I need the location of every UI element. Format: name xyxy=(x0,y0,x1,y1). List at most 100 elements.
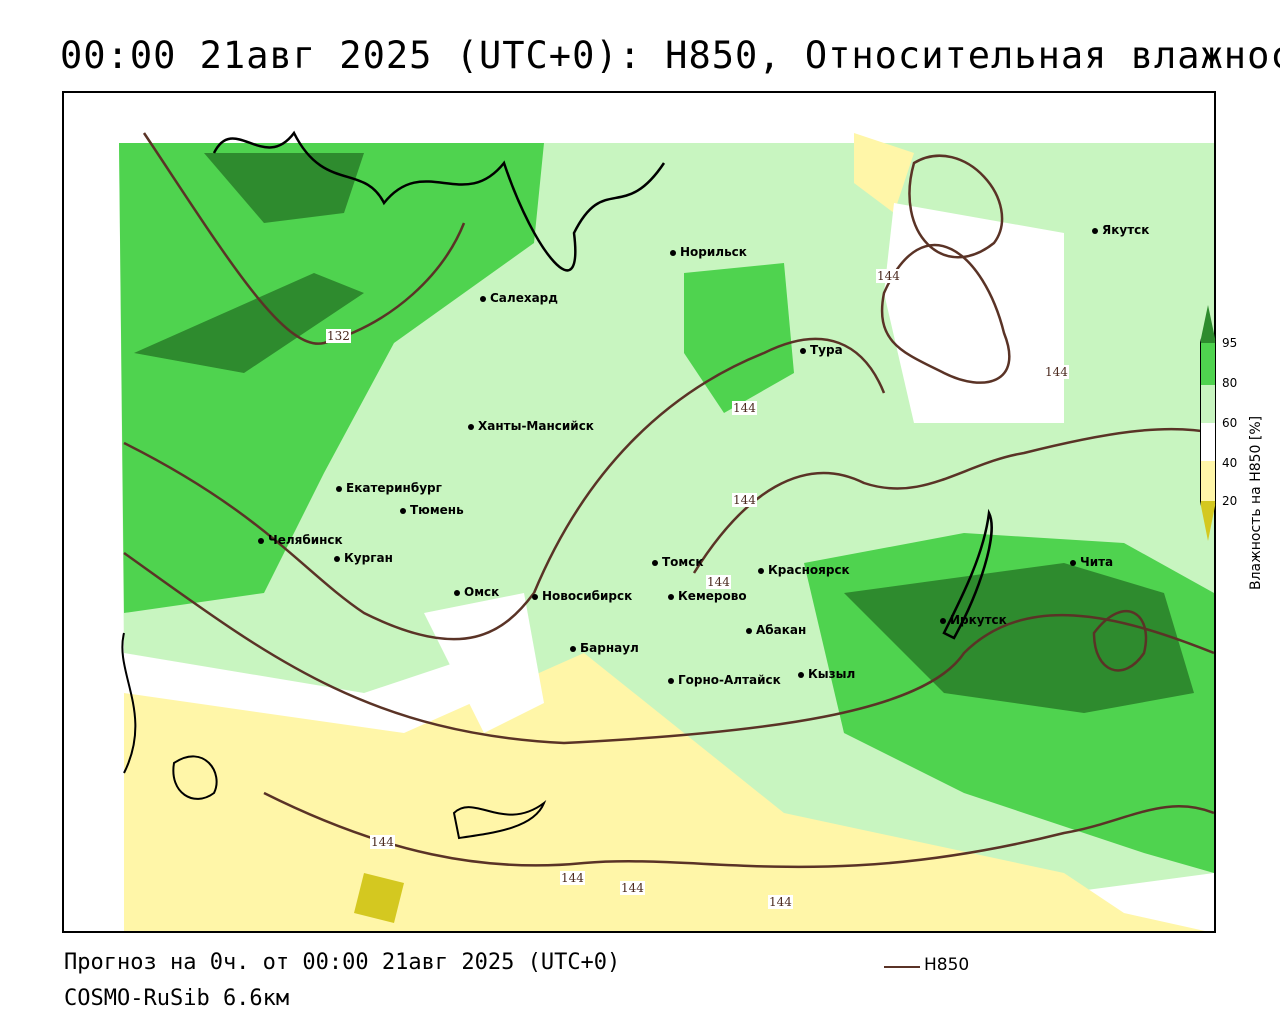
city-label: Красноярск xyxy=(758,563,850,577)
city-marker xyxy=(334,555,340,562)
coastline-north xyxy=(212,130,666,272)
city-name: Новосибирск xyxy=(542,589,633,603)
city-label: Тура xyxy=(800,343,843,357)
city-name: Омск xyxy=(464,585,500,599)
city-marker xyxy=(336,485,342,492)
city-label: Екатеринбург xyxy=(336,481,442,495)
city-label: Тюмень xyxy=(400,503,464,517)
colorbar-tick: 40 xyxy=(1222,456,1238,470)
contour-value-label: 144 xyxy=(876,269,901,283)
city-name: Норильск xyxy=(680,245,747,259)
city-name: Якутск xyxy=(1102,223,1150,237)
city-marker xyxy=(798,671,804,678)
colorbar-segment-low xyxy=(1200,501,1216,541)
city-name: Екатеринбург xyxy=(346,481,442,495)
h850-contour xyxy=(142,132,466,345)
colorbar-segment-40 xyxy=(1200,423,1216,461)
city-marker xyxy=(1070,559,1076,566)
city-label: Кемерово xyxy=(668,589,747,603)
h850-contour xyxy=(880,243,1011,384)
city-name: Челябинск xyxy=(268,533,343,547)
humidity-map xyxy=(119,130,1214,931)
colorbar-tick: 20 xyxy=(1222,494,1238,508)
city-marker xyxy=(800,347,806,354)
city-label: Новосибирск xyxy=(532,589,632,603)
city-name: Тюмень xyxy=(410,503,464,517)
city-marker xyxy=(468,423,474,430)
contour-value-label: 144 xyxy=(706,575,731,589)
city-marker xyxy=(668,677,674,684)
city-label: Норильск xyxy=(670,245,747,259)
contour-value-label: 144 xyxy=(732,493,757,507)
humidity-field-very-moist-north xyxy=(204,153,364,223)
city-marker xyxy=(1092,227,1098,234)
city-label: Иркутск xyxy=(940,613,1007,627)
city-name: Кызыл xyxy=(808,667,856,681)
city-label: Кызыл xyxy=(798,667,855,681)
city-marker xyxy=(758,567,764,574)
city-name: Салехард xyxy=(490,291,558,305)
h850-contour xyxy=(123,441,535,641)
city-name: Томск xyxy=(662,555,704,569)
humidity-field-very-moist-south xyxy=(844,563,1194,713)
humidity-field-moist-west xyxy=(119,143,544,613)
city-marker xyxy=(400,507,406,514)
city-label: Салехард xyxy=(480,291,558,305)
forecast-info: Прогноз на 0ч. от 00:00 21авг 2025 (UTC+… xyxy=(64,950,621,975)
city-marker xyxy=(668,593,674,600)
contour-value-label: 144 xyxy=(1044,365,1069,379)
humidity-field-very-dry xyxy=(354,873,404,923)
humidity-field-white-east xyxy=(884,203,1064,423)
city-marker xyxy=(480,295,486,302)
aral-sea xyxy=(172,755,218,800)
city-marker xyxy=(940,617,946,624)
humidity-field-white-south xyxy=(424,593,544,733)
city-name: Ханты-Мансийск xyxy=(478,419,594,433)
city-name: Тура xyxy=(810,343,843,357)
city-marker xyxy=(670,249,676,256)
city-label: Барнаул xyxy=(570,641,639,655)
contour-value-label: 144 xyxy=(370,835,395,849)
contour-value-label: 132 xyxy=(326,329,351,343)
city-name: Красноярск xyxy=(768,563,850,577)
city-marker xyxy=(258,537,264,544)
city-name: Иркутск xyxy=(950,613,1007,627)
city-label: Челябинск xyxy=(258,533,343,547)
colorbar-segment-60 xyxy=(1200,385,1216,423)
city-label: Чита xyxy=(1070,555,1113,569)
humidity-field-very-moist-band xyxy=(134,273,364,373)
contour-legend-label: H850 xyxy=(924,955,970,975)
city-name: Абакан xyxy=(756,623,807,637)
h850-contour xyxy=(1092,610,1148,672)
humidity-field-dry xyxy=(124,653,1205,931)
model-info: COSMO-RuSib 6.6км xyxy=(64,986,290,1011)
colorbar-tick: 95 xyxy=(1222,336,1238,350)
city-marker xyxy=(652,559,658,566)
baikal-lake xyxy=(942,508,993,640)
contour-value-label: 144 xyxy=(560,871,585,885)
humidity-colorbar xyxy=(1200,305,1216,545)
colorbar-tick: 80 xyxy=(1222,376,1238,390)
colorbar-title: Влажность на H850 [%] xyxy=(1248,415,1264,590)
city-marker xyxy=(532,593,538,600)
h850-contour xyxy=(263,791,1214,869)
h850-contour xyxy=(908,154,1004,259)
city-name: Кемерово xyxy=(678,589,747,603)
map-panel: 132 144 144 144 144 144 144 144 144 144 … xyxy=(62,91,1216,933)
city-marker xyxy=(570,645,576,652)
lake-balkhash xyxy=(452,800,547,840)
contour-value-label: 144 xyxy=(732,401,757,415)
h850-contour xyxy=(692,427,1214,574)
city-name: Горно-Алтайск xyxy=(678,673,781,687)
city-label: Абакан xyxy=(746,623,806,637)
city-name: Барнаул xyxy=(580,641,639,655)
contour-value-label: 144 xyxy=(768,895,793,909)
city-label: Омск xyxy=(454,585,499,599)
city-name: Курган xyxy=(344,551,393,565)
city-label: Горно-Алтайск xyxy=(668,673,781,687)
colorbar-segment-95 xyxy=(1200,305,1216,343)
city-marker xyxy=(454,589,460,596)
h850-contour xyxy=(123,551,1214,745)
contour-value-label: 144 xyxy=(620,881,645,895)
colorbar-segment-20 xyxy=(1200,461,1216,501)
